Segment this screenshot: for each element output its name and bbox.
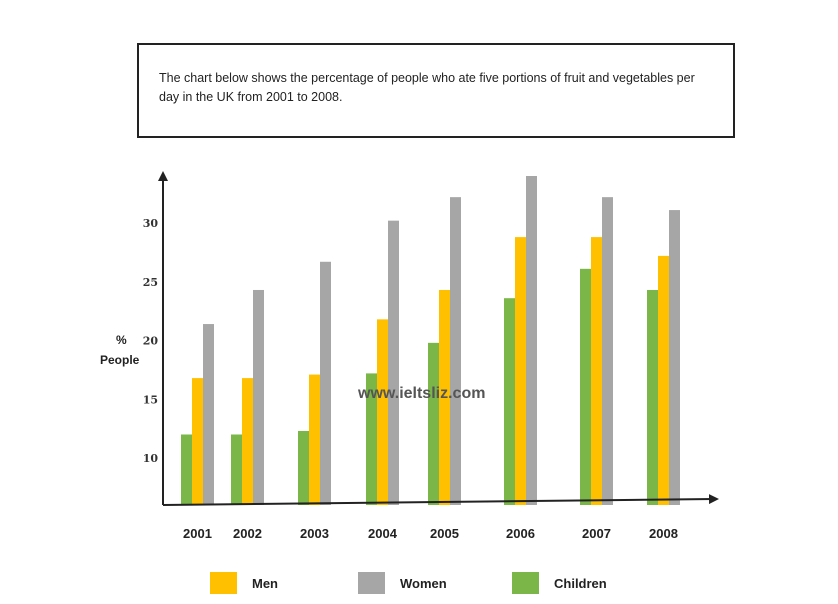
bar-children-2002 [231, 434, 242, 505]
y-axis-label-line-2: People [100, 353, 140, 367]
bar-men-2007 [591, 237, 602, 505]
bar-children-2001 [181, 434, 192, 505]
bar-men-2002 [242, 378, 253, 505]
legend-swatch-women [358, 572, 385, 594]
bar-women-2002 [253, 289, 264, 505]
y-tick-label: 20 [143, 335, 159, 348]
bar-children-2004 [366, 373, 377, 505]
bar-men-2006 [515, 237, 526, 505]
y-tick-label: 15 [143, 393, 158, 406]
bar-children-2006 [504, 298, 515, 505]
bar-women-2003 [320, 261, 331, 505]
x-tick-label-2007: 2007 [582, 526, 611, 541]
bar-women-2005 [450, 197, 461, 505]
bar-children-2007 [580, 268, 591, 505]
bar-men-2003 [309, 374, 320, 505]
bar-men-2008 [658, 255, 669, 505]
x-axis [162, 494, 719, 506]
bar-women-2004 [388, 220, 399, 505]
bar-children-2008 [647, 289, 658, 505]
bar-men-2001 [192, 378, 203, 505]
legend-label-men: Men [252, 576, 278, 591]
bar-children-2003 [298, 430, 309, 505]
bar-women-2001 [203, 324, 214, 505]
y-tick-label: 10 [143, 452, 159, 465]
x-tick-label-2002: 2002 [233, 526, 262, 541]
legend-label-women: Women [400, 576, 447, 591]
y-tick-label: 30 [143, 217, 159, 230]
legend-swatch-children [512, 572, 539, 594]
bar-women-2007 [602, 197, 613, 505]
bar-women-2008 [669, 210, 680, 505]
x-tick-label-2001: 2001 [183, 526, 212, 541]
x-tick-label-2008: 2008 [649, 526, 678, 541]
bar-men-2005 [439, 289, 450, 505]
bar-women-2006 [526, 176, 537, 505]
x-tick-label-2005: 2005 [430, 526, 459, 541]
bar-men-2004 [377, 319, 388, 505]
legend: Men Women Children [210, 572, 607, 594]
bars-layer [181, 176, 680, 505]
x-tick-label-2003: 2003 [300, 526, 329, 541]
x-tick-label-2004: 2004 [368, 526, 398, 541]
watermark: www.ieltsliz.com [357, 385, 485, 402]
legend-label-children: Children [554, 576, 607, 591]
y-tick-label: 25 [143, 276, 158, 289]
x-tick-labels: 2001 2002 2003 2004 2005 2006 2007 2008 [183, 526, 678, 541]
bar-children-2005 [428, 342, 439, 505]
legend-swatch-men [210, 572, 237, 594]
x-tick-label-2006: 2006 [506, 526, 535, 541]
y-tick-labels: 10 15 20 25 30 [143, 217, 159, 465]
y-axis-label-line-1: % [116, 333, 127, 347]
chart-description: The chart below shows the percentage of … [137, 43, 735, 138]
